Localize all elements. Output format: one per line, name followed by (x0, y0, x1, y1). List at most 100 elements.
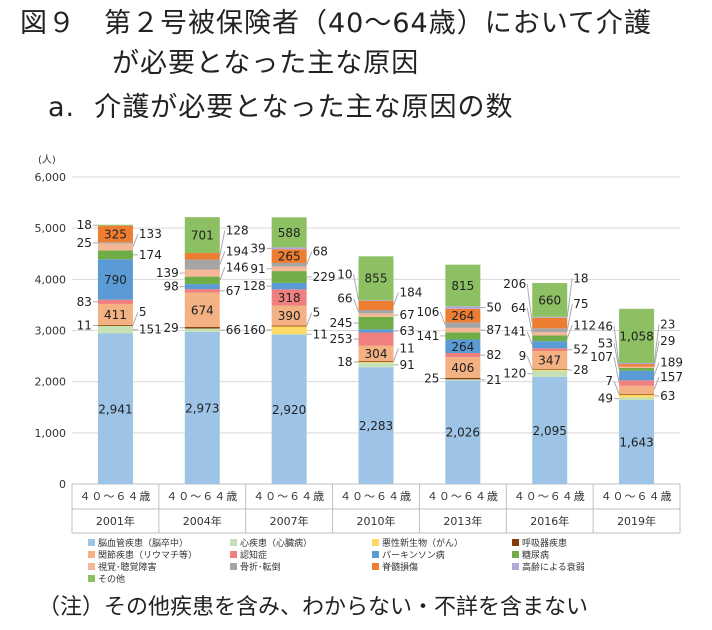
leader-line (219, 230, 226, 257)
legend-swatch (230, 539, 237, 546)
bar-segment (619, 394, 655, 398)
bar-segment (358, 256, 394, 301)
bar-segment (271, 271, 307, 283)
data-label: 265 (278, 250, 301, 264)
bar-segment (532, 316, 568, 318)
data-label: 83 (77, 295, 92, 309)
data-label: 82 (486, 348, 501, 362)
legend-label: 骨折･転倒 (240, 561, 281, 573)
bar-segment (445, 380, 481, 484)
data-label: 23 (660, 318, 675, 332)
bar-segment (532, 348, 568, 352)
data-label: 128 (226, 223, 249, 237)
bar-segment (97, 333, 133, 484)
data-label: 29 (164, 321, 179, 335)
bar-segment (532, 283, 568, 317)
bar-segment (271, 334, 307, 335)
leader-line (306, 251, 313, 265)
data-label: 21 (486, 373, 501, 387)
bar-segment (97, 324, 133, 326)
leader-line (353, 298, 359, 312)
data-label: 194 (226, 245, 249, 259)
bar-segment (445, 377, 481, 380)
data-label: 18 (337, 355, 352, 369)
legend-swatch (372, 539, 379, 546)
leader-line (613, 356, 620, 384)
leader-line (132, 311, 139, 326)
legend-swatch (372, 563, 379, 570)
data-label: 128 (243, 279, 266, 293)
chart-subtitle: a. 介護が必要となった主な原因の数 (48, 92, 514, 123)
y-axis-unit: (人) (38, 154, 56, 166)
leader-line (653, 341, 660, 368)
data-label: 11 (313, 327, 328, 341)
data-label: 325 (104, 227, 127, 241)
data-label: 18 (573, 271, 588, 285)
leader-line (439, 311, 446, 326)
data-label: 206 (503, 277, 526, 291)
data-label: 10 (337, 267, 352, 281)
legend-label: その他 (98, 573, 125, 585)
bar-segment (271, 325, 307, 327)
data-label: 229 (313, 270, 336, 284)
x-category-label: 2013年 (443, 514, 482, 528)
data-label: 46 (598, 319, 613, 333)
data-label: 790 (104, 273, 127, 287)
legend-label: 関節疾患（リウマチ等） (98, 549, 197, 561)
x-category-label: 2004年 (183, 514, 222, 528)
bar-segment (184, 259, 220, 270)
data-label: 245 (330, 316, 353, 330)
bar-segment (445, 308, 481, 323)
data-label: 63 (400, 324, 415, 338)
data-label: 120 (503, 367, 526, 381)
bar-segment (619, 380, 655, 386)
legend-label: 心疾患（心臓病） (240, 537, 312, 549)
data-label: 18 (77, 218, 92, 232)
bar-segment (445, 379, 481, 381)
data-label: 141 (416, 329, 439, 343)
bar-segment (358, 300, 394, 301)
bar-segment (271, 247, 307, 250)
data-label: 75 (573, 297, 588, 311)
leader-line (353, 274, 359, 301)
leader-line (526, 331, 533, 345)
leader-line (393, 348, 399, 362)
data-label: 2,283 (359, 419, 393, 433)
data-label: 264 (451, 340, 474, 354)
bar-segment (532, 328, 568, 333)
bar-segment (619, 393, 655, 395)
data-label: 253 (330, 332, 353, 346)
bar-segment (358, 316, 394, 330)
legend-swatch (88, 563, 95, 570)
data-label: 855 (365, 272, 388, 286)
bar-segment (532, 376, 568, 484)
y-tick-label: 4,000 (35, 273, 67, 286)
data-label: 5 (139, 305, 147, 319)
y-tick-label: 6,000 (35, 171, 67, 184)
bar-segment (184, 217, 220, 254)
leader-line (526, 283, 533, 324)
leader-line (653, 376, 660, 391)
legend-label: 脊髄損傷 (382, 561, 418, 573)
bar-segment (532, 317, 568, 329)
y-tick-label: 2,000 (35, 376, 67, 389)
data-label: 25 (424, 372, 439, 386)
data-label: 39 (250, 241, 265, 255)
data-label: 67 (226, 284, 241, 298)
data-label: 5 (313, 306, 321, 320)
x-age-label: ４０～６４歳 (514, 490, 586, 503)
bar-segment (184, 269, 220, 277)
bar-segment (184, 328, 220, 332)
bar-segment (97, 225, 133, 243)
bar-segment (271, 282, 307, 290)
data-label: 1,058 (619, 329, 653, 343)
bar-segment (184, 327, 220, 329)
bar-segment (532, 369, 568, 371)
bar-segment (619, 367, 655, 371)
bar-segment (532, 341, 568, 349)
legend-label: 糖尿病 (522, 549, 549, 561)
bar-segment (271, 262, 307, 267)
bar-segment (184, 289, 220, 293)
